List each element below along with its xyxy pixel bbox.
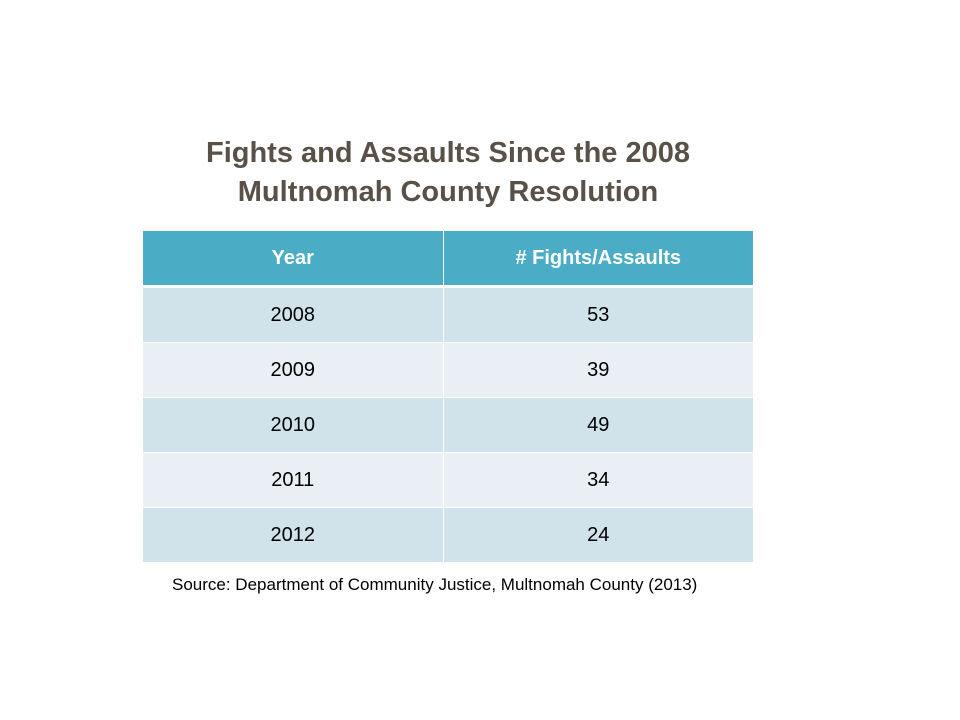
table-row: 2012 24 <box>143 507 753 562</box>
table-row: 2010 49 <box>143 397 753 453</box>
title-line-2: Multnomah County Resolution <box>237 176 659 208</box>
table-row: 2008 53 <box>143 286 753 343</box>
count-cell: 53 <box>442 286 753 343</box>
source-note: Source: Department of Community Justice,… <box>172 575 698 594</box>
year-cell: 2008 <box>143 286 443 343</box>
table-row: 2009 39 <box>143 342 753 398</box>
header-year: Year <box>143 231 443 288</box>
title-line-1: Fights and Assaults Since the 2008 <box>205 137 691 169</box>
year-cell: 2009 <box>143 342 443 398</box>
slide-title: Fights and Assaults Since the 2008 Multn… <box>150 134 746 212</box>
fights-assaults-table: Year # Fights/Assaults 2008 53 2009 39 2… <box>143 231 753 562</box>
table-row: 2011 34 <box>143 452 753 508</box>
year-cell: 2011 <box>143 452 443 508</box>
count-cell: 49 <box>442 397 753 453</box>
table-header-row: Year # Fights/Assaults <box>143 231 753 288</box>
header-fights-assaults: # Fights/Assaults <box>442 231 753 288</box>
year-cell: 2012 <box>143 507 443 562</box>
count-cell: 39 <box>442 342 753 398</box>
count-cell: 34 <box>442 452 753 508</box>
year-cell: 2010 <box>143 397 443 453</box>
count-cell: 24 <box>442 507 753 562</box>
